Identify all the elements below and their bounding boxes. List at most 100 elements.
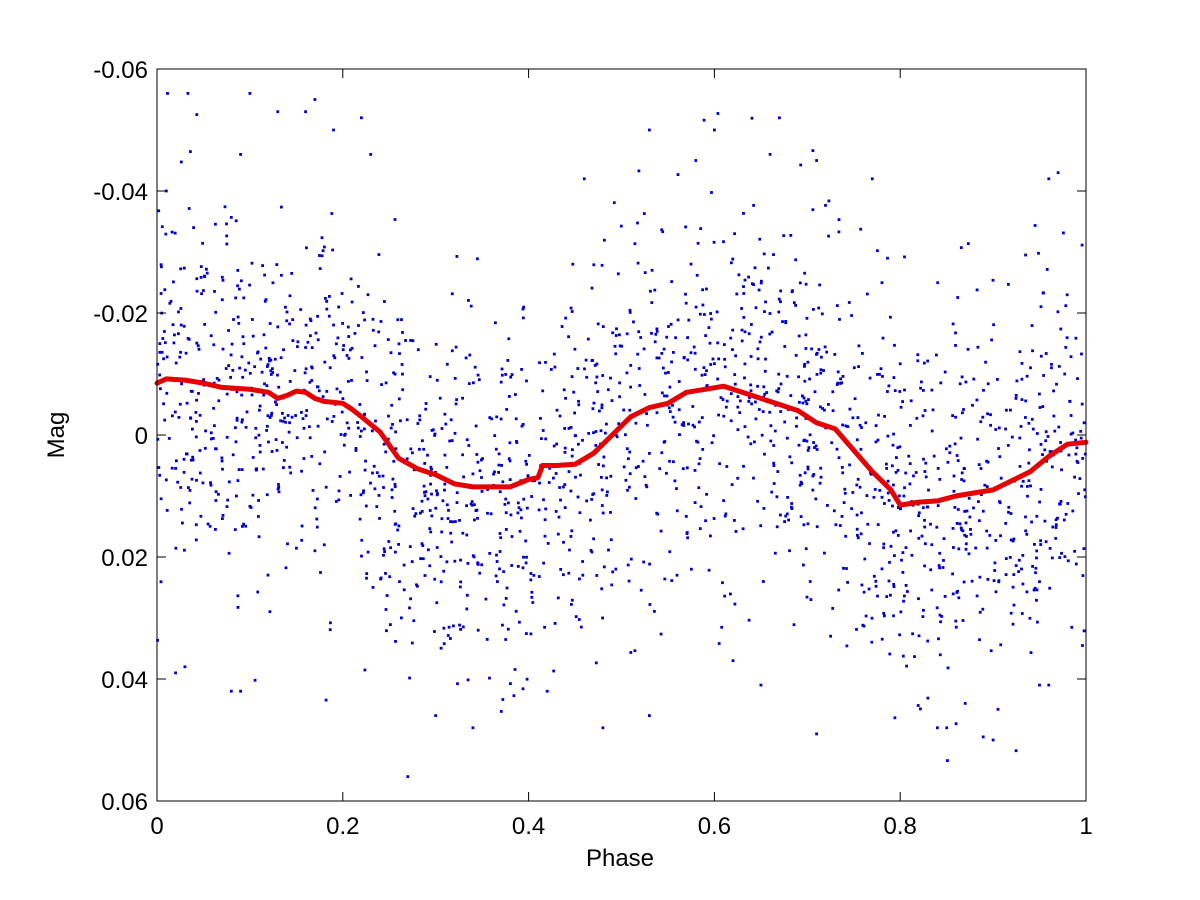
data-point xyxy=(985,459,988,463)
data-point xyxy=(233,528,237,531)
data-point xyxy=(179,486,183,489)
data-point xyxy=(567,335,570,339)
data-point xyxy=(913,655,916,658)
data-point xyxy=(960,471,964,475)
data-point xyxy=(159,263,163,267)
data-point xyxy=(783,520,786,523)
data-point xyxy=(842,501,846,504)
data-point xyxy=(626,488,629,492)
data-point xyxy=(177,310,180,314)
data-point xyxy=(389,623,392,626)
data-point xyxy=(502,570,506,573)
data-point xyxy=(393,485,397,489)
data-point xyxy=(358,435,362,438)
data-point xyxy=(741,527,745,531)
data-point xyxy=(896,506,900,509)
data-point xyxy=(277,486,281,489)
data-point xyxy=(763,392,767,396)
data-point xyxy=(680,423,684,427)
data-point xyxy=(1057,365,1061,368)
data-point xyxy=(627,579,631,583)
data-point xyxy=(554,472,558,475)
data-point xyxy=(467,299,470,302)
data-point xyxy=(763,310,766,313)
data-point xyxy=(444,422,448,426)
data-point xyxy=(516,511,520,515)
data-point xyxy=(860,583,864,587)
data-point xyxy=(199,514,203,518)
data-point xyxy=(158,350,162,354)
data-point xyxy=(810,347,813,351)
data-point xyxy=(540,437,543,440)
data-point xyxy=(475,453,479,456)
data-point xyxy=(445,560,449,564)
data-point xyxy=(637,367,641,370)
data-point xyxy=(1069,414,1073,417)
data-point xyxy=(979,420,983,424)
data-point xyxy=(592,492,596,496)
data-point xyxy=(433,577,437,581)
data-point xyxy=(258,404,262,408)
data-point xyxy=(801,394,804,398)
data-point xyxy=(943,370,947,374)
data-point xyxy=(200,292,203,296)
data-point xyxy=(969,532,973,536)
data-point xyxy=(736,405,740,409)
data-point xyxy=(163,418,167,422)
data-point xyxy=(454,345,458,349)
data-point xyxy=(514,609,518,613)
data-point xyxy=(286,542,289,546)
data-point xyxy=(375,505,379,508)
data-point xyxy=(576,367,580,370)
data-point xyxy=(450,349,454,353)
data-point xyxy=(756,499,759,503)
data-point xyxy=(394,447,398,451)
data-point xyxy=(868,542,871,545)
data-point xyxy=(229,353,233,357)
data-point xyxy=(797,375,800,379)
data-point xyxy=(195,398,198,402)
data-point xyxy=(189,458,193,462)
data-point xyxy=(665,394,669,398)
data-point xyxy=(815,159,818,162)
data-point xyxy=(179,323,183,327)
data-point xyxy=(733,382,737,386)
data-point xyxy=(926,639,930,643)
data-point xyxy=(1020,567,1023,571)
data-point xyxy=(892,483,895,487)
data-point xyxy=(324,297,327,300)
data-point xyxy=(379,577,382,581)
data-point xyxy=(815,373,819,376)
data-point xyxy=(194,538,198,542)
data-point xyxy=(702,118,706,122)
data-point xyxy=(644,483,648,487)
data-point xyxy=(758,340,762,344)
data-point xyxy=(713,128,716,132)
data-point xyxy=(280,205,283,209)
data-point xyxy=(499,380,503,384)
data-point xyxy=(552,476,555,480)
data-point xyxy=(710,317,713,321)
data-point xyxy=(1041,291,1045,295)
data-point xyxy=(429,530,433,534)
data-point xyxy=(179,307,183,310)
data-point xyxy=(1039,305,1043,309)
data-point xyxy=(159,292,163,295)
data-point xyxy=(275,263,279,266)
data-point xyxy=(1027,479,1031,483)
data-point xyxy=(507,501,510,505)
data-point xyxy=(1008,556,1012,559)
data-point xyxy=(471,726,475,730)
data-point xyxy=(648,714,651,717)
data-point xyxy=(667,371,670,374)
data-point xyxy=(501,698,505,701)
data-point xyxy=(195,113,199,116)
data-point xyxy=(321,249,325,253)
data-point xyxy=(436,492,439,495)
data-point xyxy=(493,434,497,437)
data-point xyxy=(592,263,596,267)
data-point xyxy=(375,471,379,475)
data-point xyxy=(898,633,901,637)
data-point xyxy=(734,530,738,533)
data-point xyxy=(1067,453,1071,457)
